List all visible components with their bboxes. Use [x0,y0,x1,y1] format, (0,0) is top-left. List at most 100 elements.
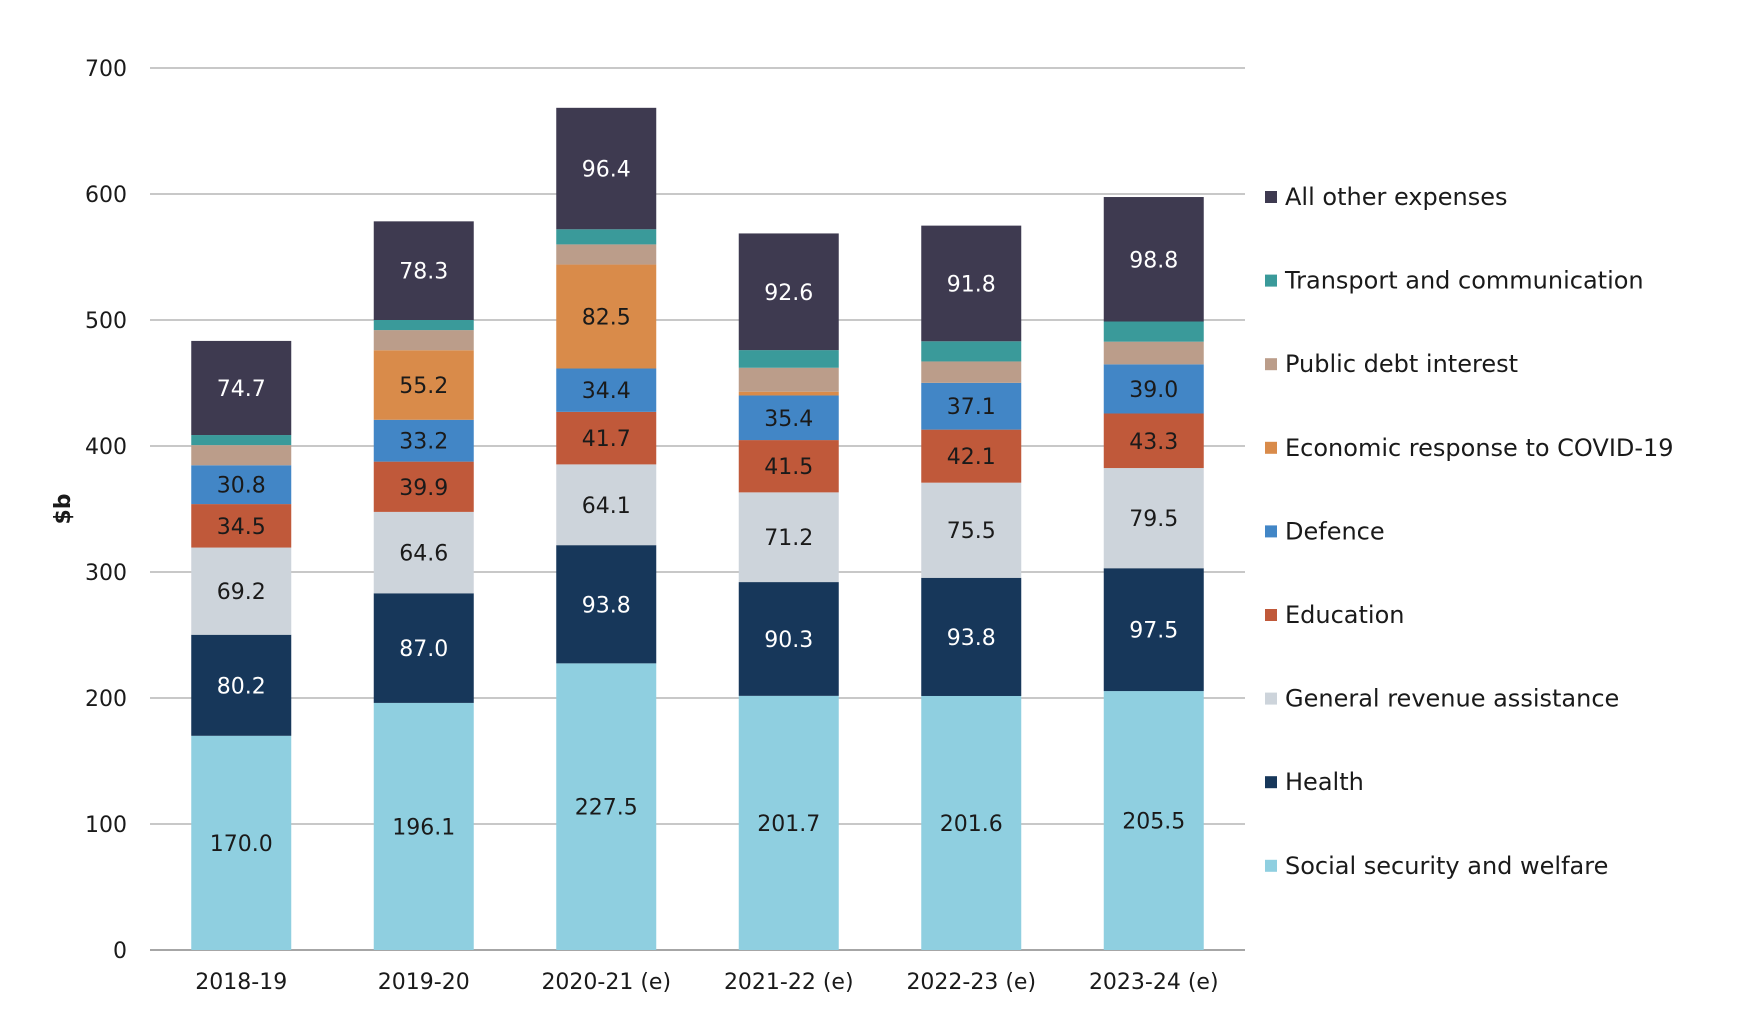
data-label: 75.5 [947,519,996,544]
bar-segment [556,368,657,412]
bar-segment [921,695,1022,950]
data-label: 201.6 [940,812,1003,837]
data-label: 39.0 [1129,378,1178,403]
bar-segment [738,582,839,696]
x-tick-label: 2019-20 [378,970,470,995]
data-label: 90.3 [764,628,813,653]
bar-segment [556,411,657,465]
legend: All other expenses Transport and communic… [1265,183,1674,880]
data-label: 71.2 [764,526,813,551]
data-label: 37.1 [947,395,996,420]
bar-segment [373,320,474,331]
legend-label: Social security and welfare [1285,852,1608,880]
data-label: 80.2 [217,674,266,699]
data-label: 74.7 [217,377,266,402]
y-tick-label: 0 [113,939,127,964]
legend-label: Transport and communication [1284,267,1644,295]
legend-label: Defence [1285,517,1385,545]
data-label: 98.8 [1129,248,1178,273]
legend-swatch [1265,609,1277,621]
legend-label: General revenue assistance [1285,685,1619,713]
bar-segment [921,429,1022,483]
legend-swatch [1265,358,1277,371]
bar-segment [921,382,1022,430]
y-tick-label: 200 [85,687,127,712]
bar-segment [738,492,839,583]
bar-segment [556,244,657,265]
x-tick-label: 2018-19 [195,970,287,995]
bar-segment [191,504,292,548]
bar-segment [373,511,474,594]
data-label: 30.8 [217,474,266,499]
data-label: 64.1 [582,494,631,519]
bar-segment [921,341,1022,362]
legend-swatch [1265,525,1277,538]
legend-swatch [1265,191,1277,203]
legend-swatch [1265,692,1277,705]
data-label: 39.9 [399,476,448,501]
bar-segment [1103,413,1204,469]
legend-label: Health [1285,768,1364,796]
bar-segment [191,547,292,635]
legend-label: Education [1285,601,1404,629]
bar-segment [373,330,474,351]
y-tick-label: 500 [85,309,127,334]
y-axis-label: $b [51,493,76,524]
bar-segment [921,577,1022,696]
data-label: 87.0 [399,637,448,662]
data-label: 42.1 [947,445,996,470]
bar-segment [191,340,292,436]
bar-segment [738,391,839,396]
bar-segment [1103,364,1204,414]
y-tick-label: 100 [85,813,127,838]
legend-label: Economic response to COVID-19 [1285,434,1674,462]
bar-segment [191,634,292,736]
data-label: 34.4 [582,379,631,404]
bar-segment [921,482,1022,578]
gridlines [150,67,1245,951]
bar-segment [191,465,292,505]
legend-swatch [1265,776,1277,789]
bar-segment [738,440,839,493]
legend-label: Public debt interest [1285,350,1518,378]
bar-segment [738,395,839,441]
x-tick-label: 2021-22 (e) [724,970,854,995]
bars [191,107,1204,950]
bar-segment [921,225,1022,342]
bar-segment [556,229,657,245]
data-label: 170.0 [210,832,273,857]
x-tick-label: 2022-23 (e) [906,970,1036,995]
bar-segment [373,702,474,950]
bar-segment [1103,321,1204,342]
axes: 0 100 200 300 400 500 600 700 2018-19 2019-20 2020… [85,57,1219,995]
bar-segment [556,464,657,546]
data-label: 35.4 [764,407,813,432]
bar-segment [373,461,474,512]
legend-swatch [1265,859,1277,872]
data-label: 227.5 [575,796,638,821]
bar-segment [1103,568,1204,692]
bar-segment [556,264,657,369]
data-label: 33.2 [399,430,448,455]
x-tick-label: 2020-21 (e) [541,970,671,995]
data-label: 41.5 [764,455,813,480]
data-label: 201.7 [757,812,820,837]
bar-segment [1103,341,1204,365]
y-tick-label: 600 [85,183,127,208]
bar-segment [921,361,1022,383]
data-label: 96.4 [582,158,631,183]
bar-segment [1103,197,1204,322]
bar-segment [556,545,657,664]
y-tick-label: 300 [85,561,127,586]
data-label: 69.2 [217,580,266,605]
bar-segment [738,695,839,950]
bar-segment [1103,468,1204,569]
data-label: 43.3 [1129,430,1178,455]
data-label: 205.5 [1122,810,1185,835]
bar-segment [738,350,839,368]
bar-segment [191,735,292,950]
bar-segment [556,107,657,230]
y-tick-label: 400 [85,435,127,460]
data-label: 93.8 [947,626,996,651]
